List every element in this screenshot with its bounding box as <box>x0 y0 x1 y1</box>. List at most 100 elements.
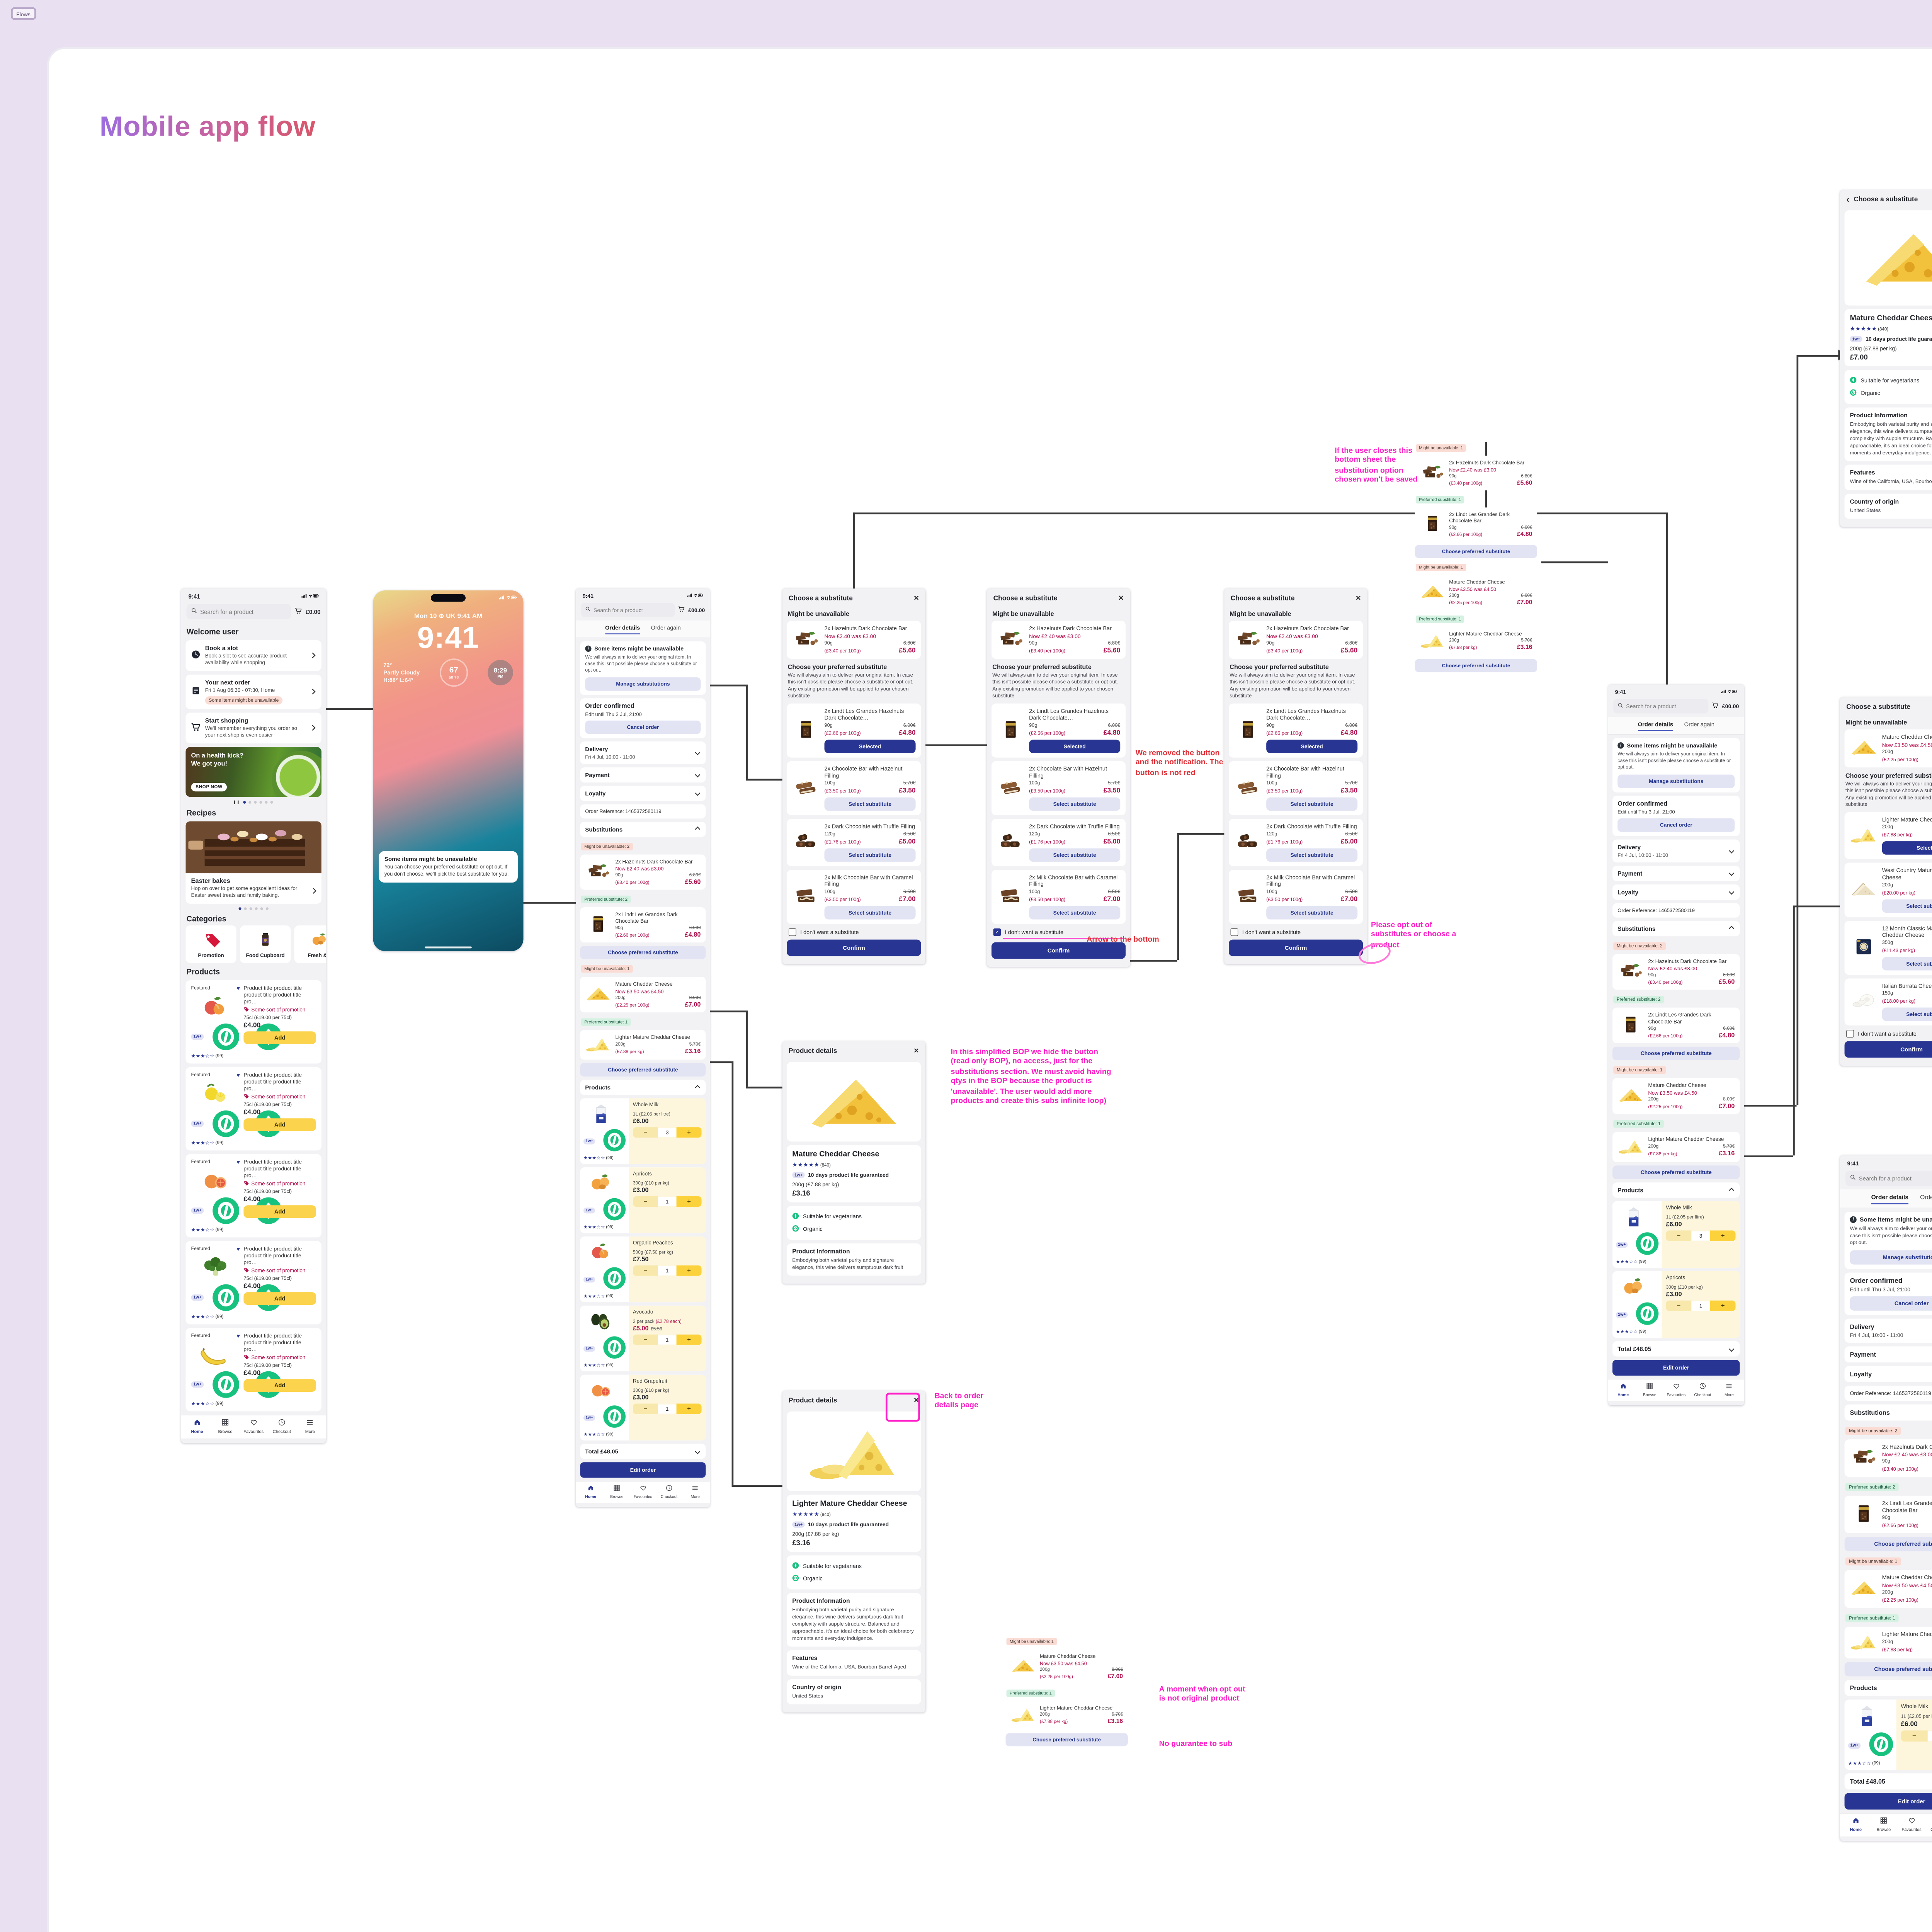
nav-item-browse[interactable]: Browse <box>211 1418 240 1434</box>
add-button[interactable]: Add <box>243 1031 316 1044</box>
add-button[interactable]: Add <box>243 1205 316 1218</box>
total-bar[interactable]: Total £48.05 <box>1844 1773 1932 1790</box>
quantity-decrease-button[interactable]: − <box>633 1265 658 1276</box>
carousel-dots[interactable] <box>181 907 326 910</box>
section-prodHeader[interactable]: Products <box>1844 1680 1932 1696</box>
choose-preferred-substitute-button[interactable]: Choose preferred substitute <box>1844 1662 1932 1677</box>
nav-item-home[interactable]: Home <box>578 1485 604 1499</box>
search-input[interactable]: Search for a product <box>1613 699 1709 714</box>
cart-icon[interactable] <box>295 607 302 616</box>
tab-order-again[interactable]: Order again <box>651 624 681 631</box>
quantity-increase-button[interactable]: + <box>676 1196 702 1207</box>
nav-item-checkout[interactable]: Checkout <box>1925 1817 1932 1832</box>
substitute-option-card[interactable]: 2x Lindt Les Grandes Hazelnuts Dark Choc… <box>991 703 1126 758</box>
choose-preferred-substitute-button[interactable]: Choose preferred substitute <box>1005 1733 1128 1746</box>
substitute-option-card[interactable]: 12 Month Classic Mature Cornish Cheddar … <box>1844 920 1932 975</box>
close-icon[interactable]: ✕ <box>913 1396 919 1405</box>
select-substitute-button[interactable]: Select substitute <box>1266 906 1358 920</box>
select-substitute-button[interactable]: Select substitute <box>1882 957 1932 971</box>
canvas-tag[interactable]: Flows <box>11 7 36 20</box>
cancel-order-button[interactable]: Cancel order <box>1617 818 1735 832</box>
nav-item-home[interactable]: Home <box>1842 1817 1870 1832</box>
nav-item-checkout[interactable]: Checkout <box>268 1418 296 1434</box>
choose-preferred-substitute-button[interactable]: Choose preferred substitute <box>580 1063 706 1077</box>
quantity-increase-button[interactable]: + <box>676 1403 702 1414</box>
recipe-card[interactable]: Easter bakes Hop on over to get some eggs… <box>185 821 321 904</box>
quantity-increase-button[interactable]: + <box>676 1334 702 1345</box>
accordion-delivery[interactable]: Delivery Fri 4 Jul, 10:00 - 11:00 <box>1844 1318 1932 1343</box>
accordion-loyalty[interactable]: Loyalty <box>580 786 706 801</box>
substitute-option-card[interactable]: West Country Mature Cheddar Cheese200g9.… <box>1844 862 1932 917</box>
choose-preferred-substitute-button[interactable]: Choose preferred substitute <box>1844 1537 1932 1551</box>
nav-item-favourites[interactable]: Favourites <box>240 1418 268 1434</box>
substitute-option-card[interactable]: 2x Lindt Les Grandes Hazelnuts Dark Choc… <box>787 703 921 758</box>
edit-order-button[interactable]: Edit order <box>1844 1793 1932 1810</box>
nav-item-favourites[interactable]: Favourites <box>1898 1817 1925 1832</box>
tab-order-details[interactable]: Order details <box>605 624 640 634</box>
section-subsHeader[interactable]: Substitutions <box>1612 921 1740 936</box>
quantity-decrease-button[interactable]: − <box>1901 1730 1928 1742</box>
substitute-option-card[interactable]: 2x Dark Chocolate with Truffle Filling 12… <box>1228 819 1363 866</box>
total-bar[interactable]: Total £48.05 <box>580 1444 706 1459</box>
selected-button[interactable]: Selected <box>1029 740 1121 753</box>
substitute-option-card[interactable]: 2x Chocolate Bar with Hazelnut Filling 10… <box>1228 761 1363 816</box>
substitute-optout-checkbox[interactable]: ✓ <box>993 928 1001 936</box>
substitute-option-card[interactable]: 2x Lindt Les Grandes Hazelnuts Dark Choc… <box>1228 703 1363 758</box>
substitute-option-card[interactable]: 2x Milk Chocolate Bar with Caramel Filli… <box>991 869 1126 924</box>
accordion-delivery[interactable]: Delivery Fri 4 Jul, 10:00 - 11:00 <box>580 741 706 764</box>
substitute-option-card[interactable]: 2x Chocolate Bar with Hazelnut Filling 10… <box>991 761 1126 816</box>
quantity-increase-button[interactable]: + <box>676 1127 702 1138</box>
select-substitute-button[interactable]: Select substitute <box>824 797 916 811</box>
select-substitute-button[interactable]: Select substitute <box>824 906 916 920</box>
tab-order-again[interactable]: Order again <box>1684 721 1714 728</box>
pause-icon[interactable] <box>234 800 239 804</box>
favourite-icon[interactable]: ♥ <box>236 1332 240 1339</box>
tab-order-details[interactable]: Order details <box>1871 1194 1909 1204</box>
search-input[interactable]: Search for a product <box>581 603 675 617</box>
nav-item-browse[interactable]: Browse <box>604 1485 630 1499</box>
substitute-option-card[interactable]: 2x Dark Chocolate with Truffle Filling 12… <box>991 819 1126 866</box>
selected-button[interactable]: Selected <box>1266 740 1358 753</box>
manage-substitutions-button[interactable]: Manage substitutions <box>585 677 701 691</box>
back-icon[interactable]: ‹ <box>1846 194 1849 204</box>
quantity-decrease-button[interactable]: − <box>633 1127 658 1138</box>
choose-preferred-substitute-button[interactable]: Choose preferred substitute <box>1415 659 1537 672</box>
substitute-option-card[interactable]: 2x Milk Chocolate Bar with Caramel Filli… <box>1228 869 1363 924</box>
tab-order-details[interactable]: Order details <box>1638 721 1673 731</box>
cart-icon[interactable] <box>1712 702 1719 710</box>
cart-icon[interactable] <box>678 606 685 614</box>
quantity-increase-button[interactable]: + <box>676 1265 702 1276</box>
category-card[interactable]: Fresh & F <box>294 925 326 963</box>
category-card[interactable]: Promotion <box>185 925 236 963</box>
cancel-order-button[interactable]: Cancel order <box>585 720 701 734</box>
nav-item-browse[interactable]: Browse <box>1636 1383 1663 1397</box>
add-button[interactable]: Add <box>243 1118 316 1131</box>
select-substitute-button[interactable]: Select substitute <box>1029 906 1121 920</box>
quantity-decrease-button[interactable]: − <box>633 1403 658 1414</box>
confirm-button[interactable]: Confirm <box>991 942 1126 959</box>
select-substitute-button[interactable]: Select substitute <box>1882 1008 1932 1021</box>
nav-item-checkout[interactable]: Checkout <box>1689 1383 1716 1397</box>
accordion-delivery[interactable]: Delivery Fri 4 Jul, 10:00 - 11:00 <box>1612 839 1740 862</box>
manage-substitutions-button[interactable]: Manage substitutions <box>1850 1250 1932 1265</box>
manage-substitutions-button[interactable]: Manage substitutions <box>1617 774 1735 788</box>
confirm-button[interactable]: Confirm <box>1228 939 1363 956</box>
nav-item-home[interactable]: Home <box>1610 1383 1636 1397</box>
select-substitute-button[interactable]: Select substitute <box>1882 899 1932 913</box>
choose-preferred-substitute-button[interactable]: Choose preferred substitute <box>1612 1165 1740 1179</box>
home-card-start-shopping[interactable]: Start shopping We'll remember everything … <box>185 713 321 743</box>
home-card-book-a-slot[interactable]: Book a slot Book a slot to see accurate p… <box>185 640 321 671</box>
favourite-icon[interactable]: ♥ <box>236 1245 240 1252</box>
category-card[interactable]: Food Cupboard <box>240 925 291 963</box>
search-input[interactable]: Search for a product <box>186 604 291 619</box>
choose-preferred-substitute-button[interactable]: Choose preferred substitute <box>1415 545 1537 558</box>
select-substitute-button[interactable]: Select substitute <box>1029 848 1121 862</box>
tab-order-again[interactable]: Order again <box>1920 1194 1932 1201</box>
quantity-decrease-button[interactable]: − <box>1666 1300 1692 1311</box>
favourite-icon[interactable]: ♥ <box>236 985 240 992</box>
substitute-option-card[interactable]: Italian Burrata Cheese150g6.00€(£18.00 p… <box>1844 978 1932 1026</box>
nav-item-favourites[interactable]: Favourites <box>1663 1383 1690 1397</box>
search-input[interactable]: Search for a product <box>1845 1170 1932 1186</box>
close-icon[interactable]: ✕ <box>1355 594 1361 602</box>
nav-item-favourites[interactable]: Favourites <box>630 1485 656 1499</box>
